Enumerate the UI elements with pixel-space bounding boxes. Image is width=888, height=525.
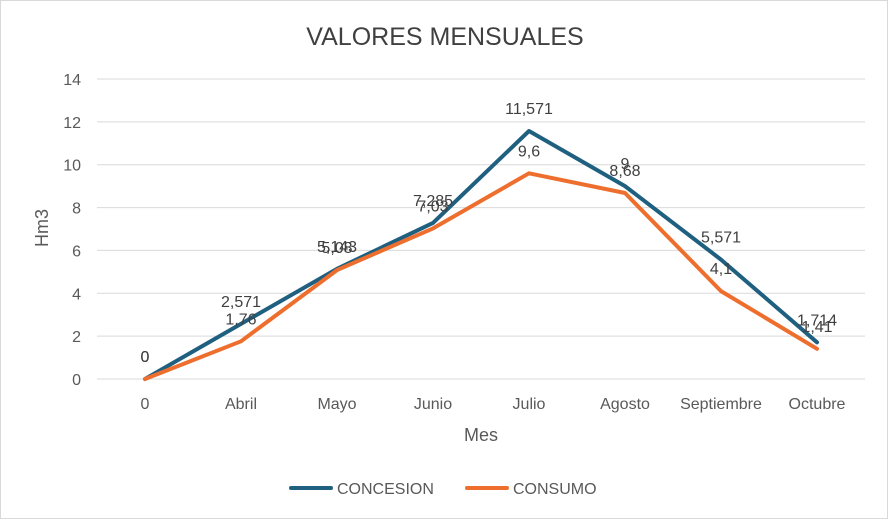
data-label-consumo: 0 xyxy=(141,349,150,366)
x-tick-label: Abril xyxy=(225,396,257,413)
data-label-consumo: 4,1 xyxy=(710,261,732,278)
data-point-concesion xyxy=(432,222,434,224)
data-point-concesion xyxy=(624,185,626,187)
x-tick-label: Octubre xyxy=(789,396,846,413)
chart-title: VALORES MENSUALES xyxy=(306,23,583,51)
data-label-concesion: 1,714 xyxy=(797,312,837,329)
data-point-concesion xyxy=(528,130,530,132)
legend-label-consumo: CONSUMO xyxy=(513,481,597,498)
x-tick-label: 0 xyxy=(141,396,150,413)
data-point-consumo xyxy=(432,227,434,229)
data-point-consumo xyxy=(240,340,242,342)
data-label-concesion: 5,143 xyxy=(317,239,357,256)
data-point-concesion xyxy=(240,323,242,325)
data-point-consumo xyxy=(336,269,338,271)
series-lines xyxy=(143,129,819,381)
x-tick-label: Septiembre xyxy=(680,396,762,413)
series-line-consumo xyxy=(143,171,819,381)
x-tick-label: Agosto xyxy=(600,396,650,413)
data-label-concesion: 9 xyxy=(621,156,630,173)
data-point-concesion xyxy=(816,341,818,343)
y-tick-label: 4 xyxy=(72,286,81,303)
data-label-concesion: 11,571 xyxy=(505,101,553,118)
y-tick-label: 2 xyxy=(72,329,81,346)
y-tick-label: 6 xyxy=(72,243,81,260)
data-point-consumo xyxy=(720,290,722,292)
legend-label-concesion: CONCESION xyxy=(337,481,434,498)
data-label-consumo: 9,6 xyxy=(518,143,540,160)
data-label-concesion: 7,285 xyxy=(413,193,453,210)
x-tick-label: Mayo xyxy=(317,396,356,413)
data-point-consumo xyxy=(528,172,530,174)
y-axis-ticks: 0 2 4 6 8 10 12 14 xyxy=(63,72,81,389)
y-tick-label: 0 xyxy=(72,372,81,389)
data-point-concesion xyxy=(720,259,722,261)
data-label-consumo: 8,68 xyxy=(609,163,640,180)
data-label-consumo: 5,08 xyxy=(321,240,352,257)
x-tick-label: Julio xyxy=(513,396,546,413)
data-label-consumo: 1,41 xyxy=(801,319,832,336)
y-tick-label: 14 xyxy=(63,72,81,89)
data-label-consumo: 7,03 xyxy=(417,198,448,215)
data-point-consumo xyxy=(144,378,146,380)
data-label-concesion: 2,571 xyxy=(221,294,261,311)
data-labels: 02,5715,1437,28511,57195,5711,71401,765,… xyxy=(141,101,838,366)
data-label-concesion: 0 xyxy=(141,349,150,366)
data-label-concesion: 5,571 xyxy=(701,230,741,247)
y-tick-label: 8 xyxy=(72,201,81,218)
x-tick-label: Junio xyxy=(414,396,452,413)
data-label-consumo: 1,76 xyxy=(225,311,256,328)
y-axis-label: Hm3 xyxy=(32,209,52,247)
y-tick-label: 12 xyxy=(63,115,81,132)
y-tick-label: 10 xyxy=(63,158,81,175)
data-point-consumo xyxy=(624,192,626,194)
gridlines xyxy=(97,78,865,380)
x-axis-ticks: 0 Abril Mayo Junio Julio Agosto Septiembre Octu… xyxy=(141,396,846,413)
legend: CONCESION CONSUMO xyxy=(289,481,597,498)
series-line-concesion xyxy=(143,129,819,381)
x-axis-label: Mes xyxy=(464,425,498,445)
data-point-consumo xyxy=(816,348,818,350)
